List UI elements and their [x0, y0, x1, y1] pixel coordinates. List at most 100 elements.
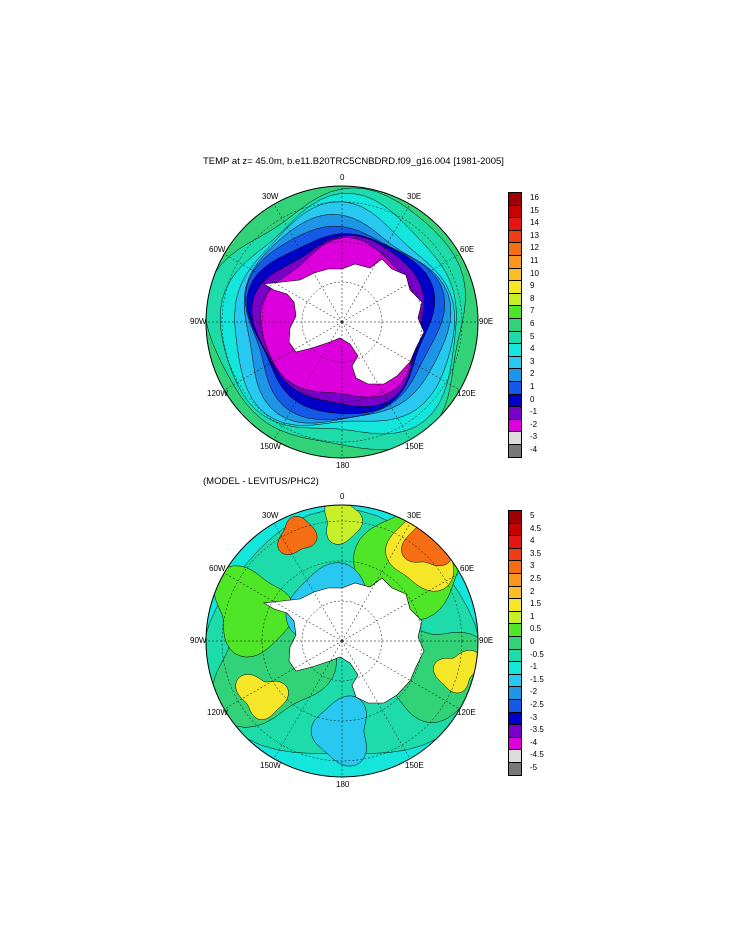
- colorbar-swatch: [508, 242, 522, 256]
- colorbar-tick-label: 3: [530, 356, 535, 366]
- colorbar-tick-label: 0: [530, 394, 535, 404]
- colorbar-swatch: [508, 431, 522, 445]
- colorbar-swatch: [508, 623, 522, 637]
- colorbar-tick-label: -3.5: [530, 725, 544, 735]
- colorbar-tick-label: 2.5: [530, 574, 542, 583]
- colorbar-tick-label: -5: [530, 763, 538, 772]
- colorbar-swatch: [508, 204, 522, 219]
- colorbar-swatch: [508, 724, 522, 738]
- longitude-label: 90W: [190, 636, 207, 645]
- longitude-label: 30E: [407, 511, 422, 520]
- colorbar-tick-label: -4: [530, 737, 538, 747]
- colorbar-swatch: [508, 736, 522, 751]
- colorbar-swatch: [508, 598, 522, 612]
- colorbar-tick-label: 5: [530, 511, 535, 520]
- colorbar-tick-label: 1: [530, 611, 535, 621]
- colorbar-tick-label: -0.5: [530, 649, 544, 659]
- longitude-label: 150W: [260, 761, 281, 770]
- colorbar-swatch: [508, 749, 522, 763]
- colorbar-swatch: [508, 280, 522, 294]
- colorbar-swatch: [508, 699, 522, 713]
- colorbar-tick-label: 3: [530, 561, 535, 571]
- longitude-label: 150E: [405, 761, 424, 770]
- colorbar-tick-label: 16: [530, 193, 539, 202]
- colorbar-tick-label: 4: [530, 536, 535, 546]
- colorbar-tick-label: 4: [530, 344, 535, 354]
- difference-patch: [213, 565, 295, 658]
- colorbar-swatch: [508, 406, 522, 420]
- colorbar-tick-label: 1.5: [530, 599, 542, 609]
- difference-patch: [433, 649, 478, 694]
- colorbar-tick-label: 15: [530, 205, 539, 215]
- colorbar-swatch: [508, 393, 522, 408]
- longitude-label: 150E: [405, 442, 424, 451]
- meridian-line: [273, 204, 343, 323]
- colorbar-tick-label: -2.5: [530, 700, 544, 709]
- colorbar-tick-label: 6: [530, 319, 535, 328]
- colorbar-swatch: [508, 255, 522, 269]
- colorbar-tick-label: 8: [530, 293, 535, 303]
- polar-map-difference: [205, 504, 479, 778]
- colorbar-swatch: [508, 636, 522, 650]
- colorbar-tick-label: 13: [530, 230, 539, 240]
- antarctica-landmass: [263, 577, 425, 704]
- colorbar-tick-label: -1: [530, 407, 538, 417]
- colorbar-swatch: [508, 547, 522, 562]
- colorbar-tick-label: -3: [530, 712, 538, 722]
- colorbar-swatch: [508, 229, 522, 244]
- colorbar-swatch: [508, 192, 522, 206]
- antarctica-landmass: [263, 258, 425, 385]
- colorbar-tick-label: 14: [530, 218, 539, 228]
- colorbar-tick-label: 11: [530, 256, 539, 265]
- longitude-label: 180: [336, 461, 350, 470]
- colorbar-tick-label: -3: [530, 432, 538, 442]
- colorbar-tick-label: 3.5: [530, 548, 542, 558]
- colorbar-tick-label: 0.5: [530, 624, 542, 634]
- map-boundary: [205, 185, 479, 459]
- colorbar-swatch: [508, 535, 522, 549]
- colorbar-swatch: [508, 648, 522, 663]
- colorbar-tick-label: 9: [530, 281, 535, 291]
- colorbar-tick-label: 10: [530, 268, 539, 278]
- colorbar-swatch: [508, 661, 522, 675]
- longitude-label: 120E: [457, 389, 476, 398]
- meridian-line: [341, 204, 411, 323]
- longitude-label: 90W: [190, 317, 207, 326]
- longitude-label: 30E: [407, 192, 422, 201]
- colorbar-tick-label: -1: [530, 662, 538, 672]
- colorbar-tick-label: 1: [530, 382, 535, 391]
- difference-patch: [277, 516, 318, 555]
- longitude-label: 120W: [207, 389, 228, 398]
- longitude-label: 150W: [260, 442, 281, 451]
- longitude-label: 90E: [479, 317, 494, 326]
- colorbar-tick-label: 7: [530, 306, 535, 316]
- meridian-line: [224, 253, 343, 323]
- difference-patch: [324, 505, 363, 545]
- panel-title-temp: TEMP at z= 45.0m, b.e11.B20TRC5CNBDRD.f0…: [203, 156, 504, 167]
- panel-title-diff: (MODEL - LEVITUS/PHC2): [203, 476, 319, 487]
- colorbar-swatch: [508, 292, 522, 307]
- colorbar-tick-label: -1.5: [530, 674, 544, 684]
- colorbar-swatch: [508, 318, 522, 332]
- meridian-line: [224, 572, 343, 642]
- colorbar-tick-label: -2: [530, 419, 538, 429]
- colorbar-swatch: [508, 381, 522, 395]
- colorbar-tick-label: 0: [530, 637, 535, 646]
- meridian-line: [224, 321, 343, 391]
- colorbar-tick-label: -2: [530, 687, 538, 697]
- colorbar-swatch: [508, 368, 522, 382]
- longitude-label: 30W: [262, 192, 279, 201]
- colorbar-swatch: [508, 610, 522, 625]
- colorbar-tick-label: 4.5: [530, 523, 542, 533]
- meridian-line: [224, 640, 343, 710]
- colorbar-swatch: [508, 686, 522, 700]
- longitude-label: 120E: [457, 708, 476, 717]
- longitude-label: 60E: [460, 245, 475, 254]
- colorbar-tick-label: -4.5: [530, 750, 544, 760]
- colorbar-swatch: [508, 444, 522, 458]
- difference-patch: [310, 695, 367, 767]
- colorbar-swatch: [508, 560, 522, 574]
- longitude-label: 60W: [209, 245, 226, 254]
- colorbar-tick-label: 5: [530, 331, 535, 341]
- colorbar-swatch: [508, 522, 522, 537]
